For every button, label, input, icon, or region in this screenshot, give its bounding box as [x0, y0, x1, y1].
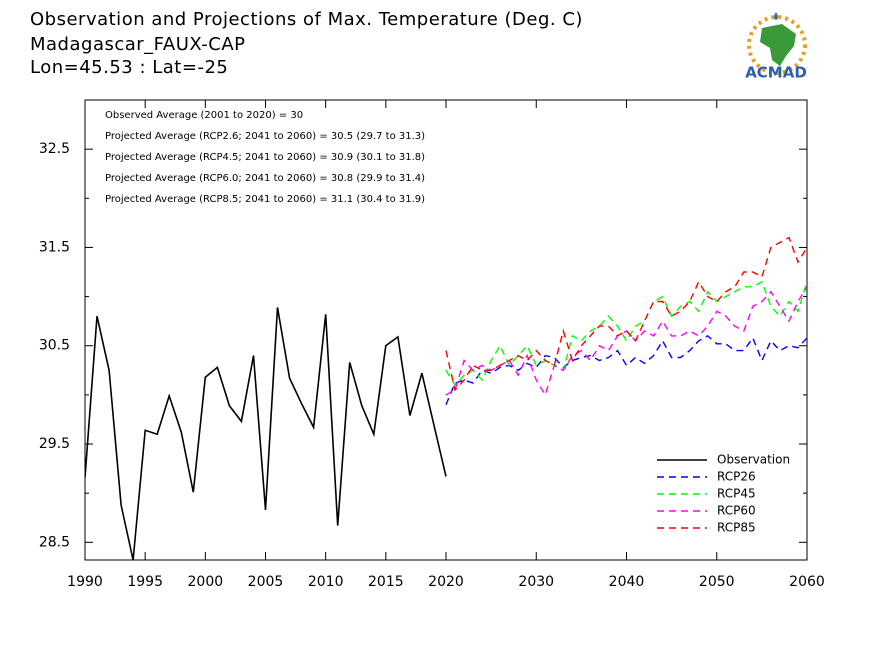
annotation: Projected Average (RCP6.0; 2041 to 2060)…	[105, 173, 425, 184]
x-tick-label: 2060	[789, 574, 825, 590]
y-tick-label: 29.5	[39, 436, 70, 452]
series-line	[445, 286, 807, 397]
legend-label: RCP45	[717, 487, 756, 501]
x-tick-label: 2030	[518, 574, 554, 590]
logo-text: ACMAD	[745, 64, 807, 82]
annotation: Projected Average (RCP2.6; 2041 to 2060)…	[105, 131, 425, 142]
x-tick-label: 2010	[308, 574, 344, 590]
annotation: Observed Average (2001 to 2020) = 30	[105, 110, 303, 121]
logo: ACMAD	[745, 12, 807, 82]
legend-label: Observation	[717, 453, 790, 467]
x-tick-label: 2000	[188, 574, 224, 590]
y-tick-label: 30.5	[39, 338, 70, 354]
annotation: Projected Average (RCP8.5; 2041 to 2060)…	[105, 194, 425, 205]
y-tick-label: 32.5	[39, 141, 70, 157]
y-tick-label: 31.5	[39, 239, 70, 255]
series-line	[445, 280, 807, 387]
x-tick-label: 2050	[699, 574, 735, 590]
series-line	[85, 307, 447, 560]
x-tick-label: 1990	[67, 574, 103, 590]
legend-label: RCP26	[717, 470, 756, 484]
x-tick-label: 2015	[368, 574, 404, 590]
legend-label: RCP60	[717, 504, 756, 518]
x-tick-label: 1995	[127, 574, 163, 590]
x-tick-label: 2020	[428, 574, 464, 590]
x-tick-label: 2005	[248, 574, 284, 590]
x-tick-label: 2040	[609, 574, 645, 590]
chart-subtitle: Madagascar_FAUX-CAP	[30, 34, 246, 55]
chart-title: Observation and Projections of Max. Temp…	[30, 9, 583, 30]
chart-subtitle: Lon=45.53 : Lat=-25	[30, 57, 228, 78]
y-tick-label: 28.5	[39, 534, 70, 550]
legend-label: RCP85	[717, 521, 756, 535]
series-line	[445, 335, 807, 405]
annotation: Projected Average (RCP4.5; 2041 to 2060)…	[105, 152, 425, 163]
